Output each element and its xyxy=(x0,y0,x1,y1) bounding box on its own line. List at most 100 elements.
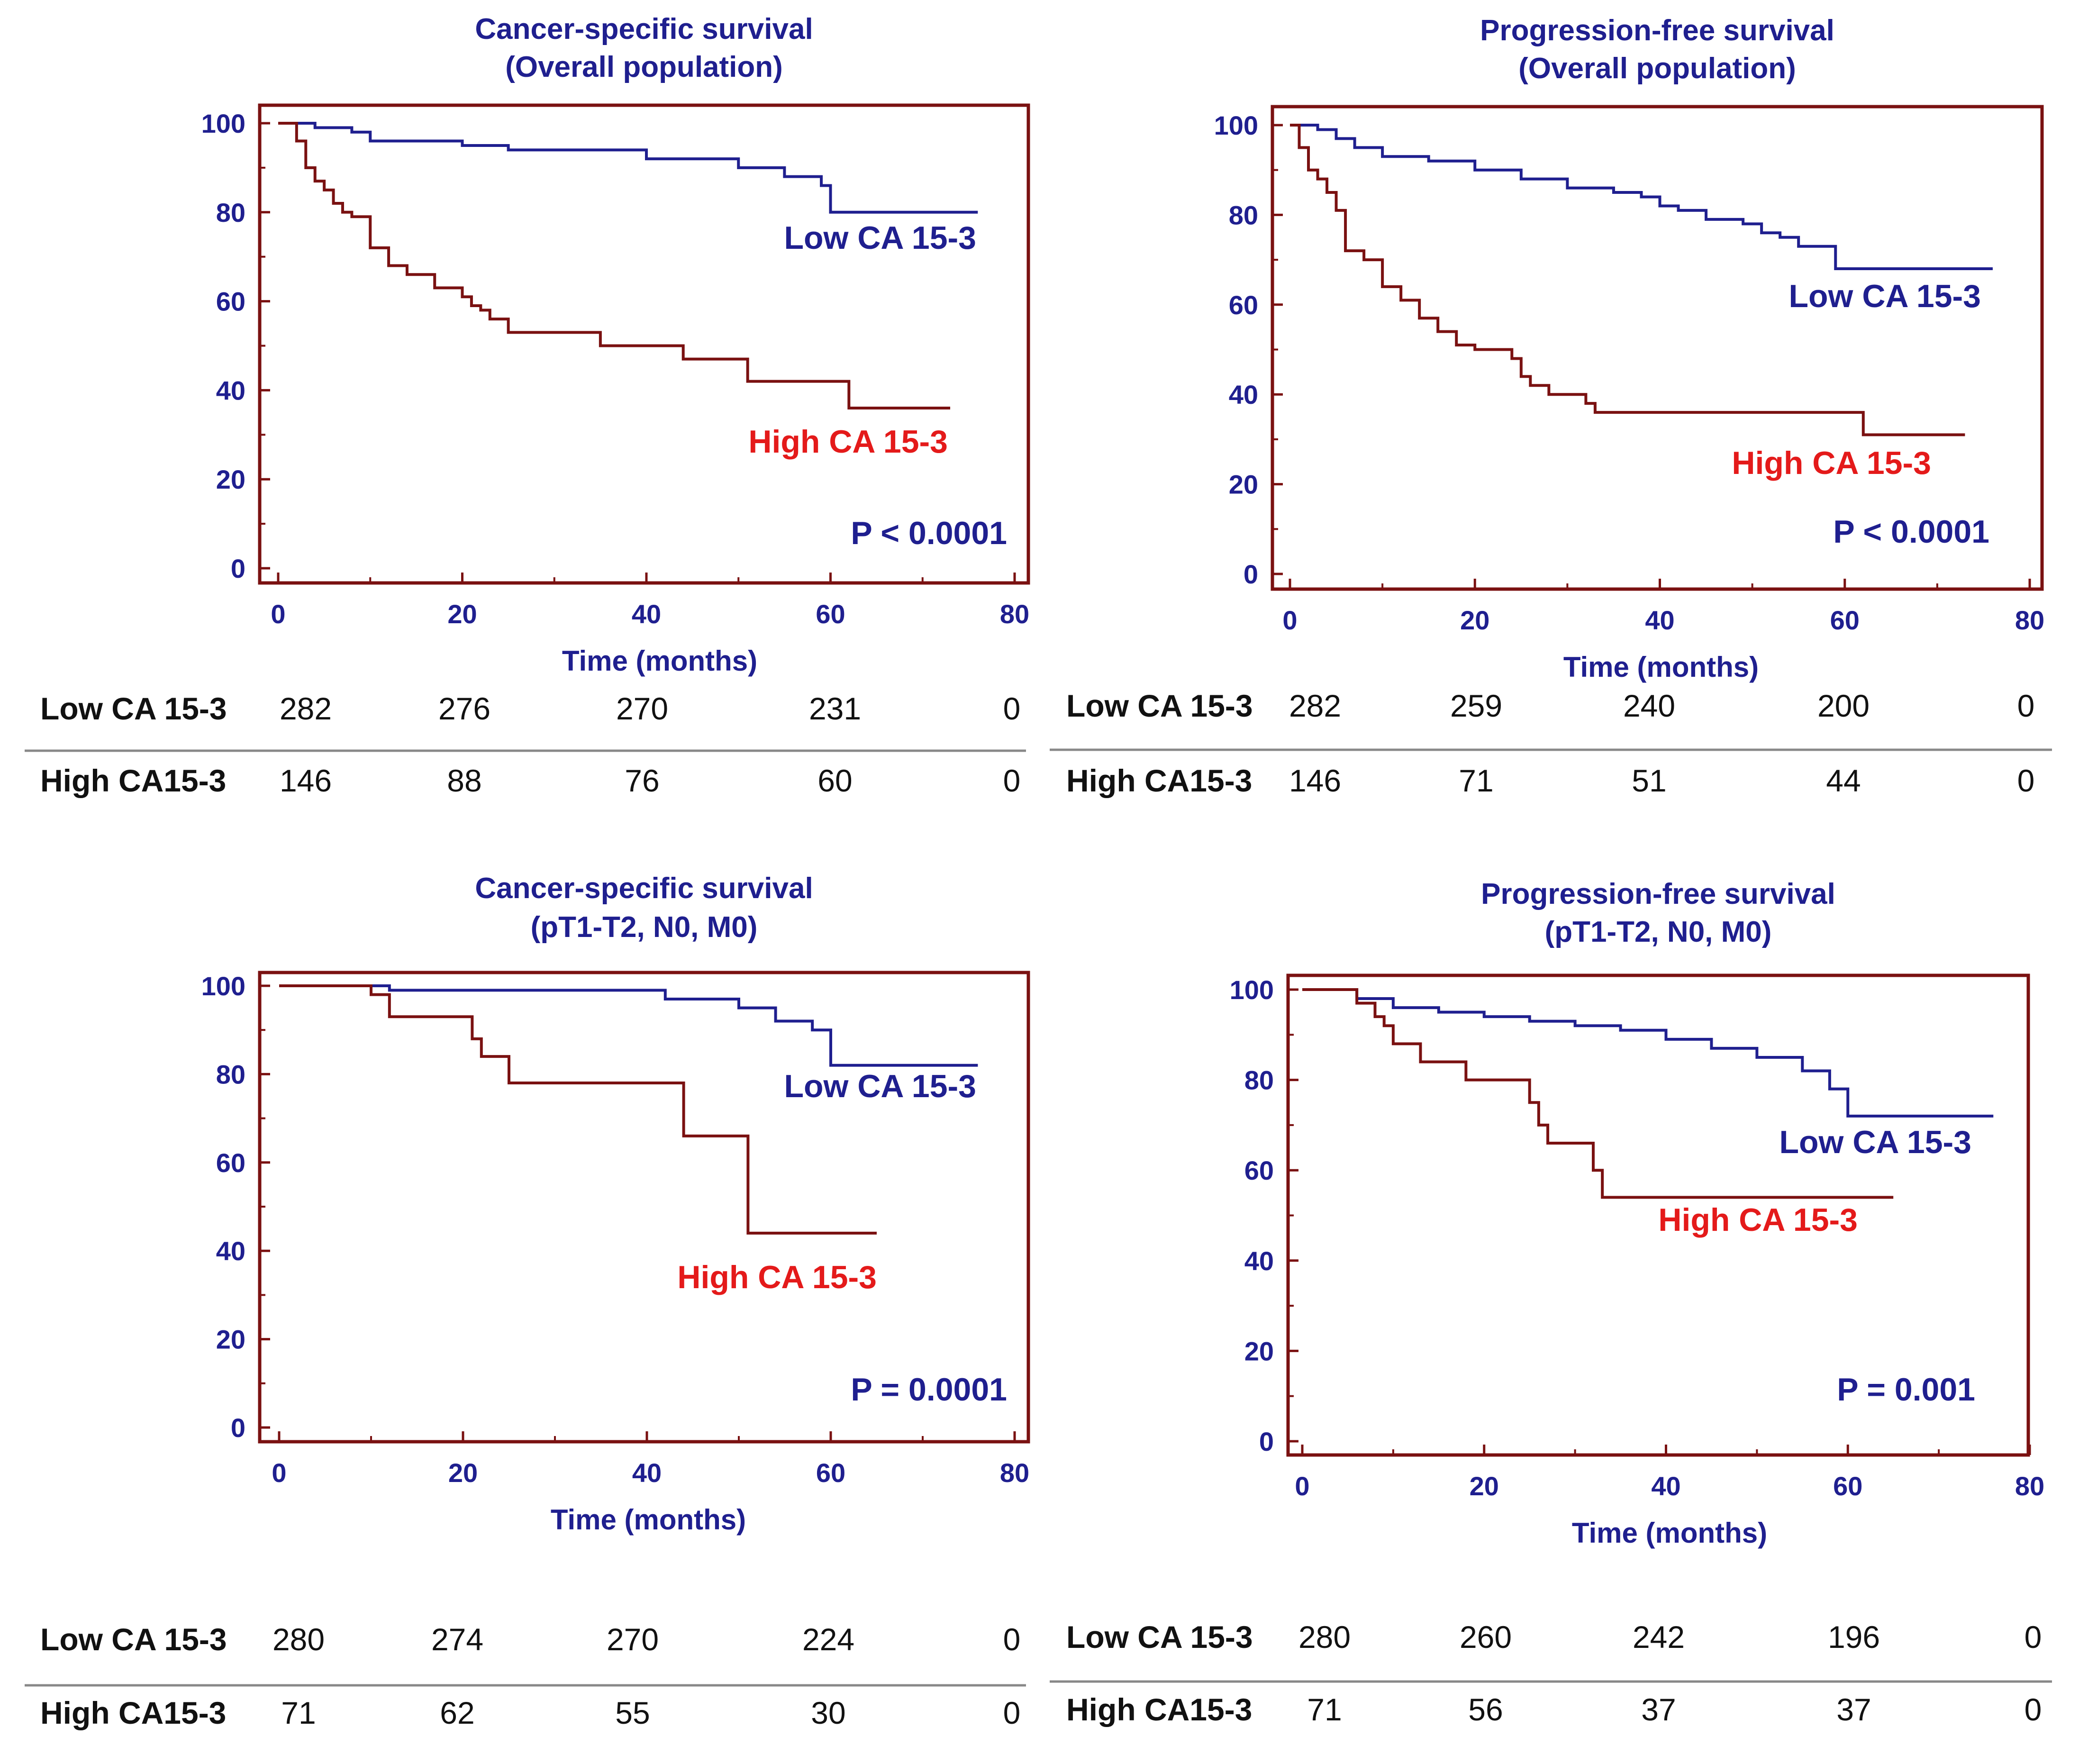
risk-cell: 282 xyxy=(1289,688,1341,723)
x-tick-label: 0 xyxy=(271,599,285,629)
risk-cell: 276 xyxy=(438,691,490,726)
series-high-curve xyxy=(279,984,877,1235)
y-tick-label: 20 xyxy=(216,1325,245,1355)
risk-table: Low CA 15-3 280 274 270 224 0 High CA15-3 71 62 5… xyxy=(25,1622,1026,1730)
series-high-curve xyxy=(1290,124,1965,436)
risk-cell: 146 xyxy=(1289,763,1341,798)
risk-cell: 30 xyxy=(811,1695,845,1730)
y-tick-label: 40 xyxy=(216,375,245,405)
y-tick-label: 80 xyxy=(1244,1065,1274,1095)
risk-cell: 76 xyxy=(625,763,659,798)
x-tick-label: 20 xyxy=(1460,605,1489,635)
y-tick-label: 100 xyxy=(201,971,245,1001)
y-tick-label: 60 xyxy=(1244,1155,1274,1185)
risk-row-label: High CA15-3 xyxy=(40,1695,226,1730)
x-tick-label: 0 xyxy=(272,1458,286,1488)
risk-row-label: High CA15-3 xyxy=(1066,1692,1252,1727)
risk-row-label: Low CA 15-3 xyxy=(40,691,227,726)
x-tick-label: 80 xyxy=(1000,1458,1029,1488)
risk-cell: 274 xyxy=(431,1622,483,1657)
low-series-label: Low CA 15-3 xyxy=(784,220,976,256)
risk-row-label: High CA15-3 xyxy=(1066,763,1252,798)
p-value: P < 0.0001 xyxy=(1833,514,1989,550)
y-tick-label: 0 xyxy=(231,1413,245,1443)
risk-cell: 88 xyxy=(447,763,481,798)
risk-cell: 44 xyxy=(1826,763,1861,798)
risk-cell: 231 xyxy=(809,691,861,726)
low-series-label: Low CA 15-3 xyxy=(1779,1124,1971,1160)
x-tick-label: 20 xyxy=(447,599,477,629)
y-tick-label: 60 xyxy=(216,287,245,317)
risk-row-label: Low CA 15-3 xyxy=(40,1622,227,1657)
risk-cell: 51 xyxy=(1632,763,1666,798)
risk-cell: 0 xyxy=(2017,688,2035,723)
series-low-curve xyxy=(279,984,978,1067)
risk-table: Low CA 15-3 282 259 240 200 0 High CA15-3 146 71… xyxy=(1050,688,2052,798)
y-tick-label: 40 xyxy=(1244,1246,1274,1276)
y-tick-label: 20 xyxy=(1244,1336,1274,1366)
x-axis-label: Time (months) xyxy=(551,1504,746,1536)
risk-cell: 0 xyxy=(1003,691,1021,726)
risk-cell: 0 xyxy=(1003,763,1021,798)
y-tick-label: 80 xyxy=(216,198,245,227)
risk-row-label: Low CA 15-3 xyxy=(1066,688,1253,723)
y-tick-label: 0 xyxy=(231,554,245,583)
y-tick-label: 60 xyxy=(216,1148,245,1178)
x-tick-label: 0 xyxy=(1282,605,1297,635)
km-panel-1: Cancer-specific survival (Overall populat… xyxy=(25,13,1030,798)
y-tick-label: 60 xyxy=(1229,290,1258,320)
x-tick-label: 60 xyxy=(816,599,845,629)
x-tick-label: 60 xyxy=(1833,1471,1862,1501)
risk-cell: 0 xyxy=(1003,1695,1021,1730)
risk-table: Low CA 15-3 282 276 270 231 0 High CA15-3 146 88… xyxy=(25,691,1026,798)
risk-cell: 37 xyxy=(1641,1692,1676,1727)
risk-cell: 270 xyxy=(616,691,668,726)
risk-cell: 71 xyxy=(1307,1692,1342,1727)
y-tick-label: 80 xyxy=(1229,200,1258,230)
high-series-label: High CA 15-3 xyxy=(1658,1202,1858,1238)
risk-cell: 280 xyxy=(272,1622,325,1657)
y-tick-label: 40 xyxy=(1229,380,1258,409)
risk-cell: 200 xyxy=(1817,688,1870,723)
risk-cell: 56 xyxy=(1468,1692,1503,1727)
risk-cell: 37 xyxy=(1836,1692,1871,1727)
risk-cell: 71 xyxy=(281,1695,316,1730)
chart-subtitle: (pT1-T2, N0, M0) xyxy=(1545,916,1772,948)
risk-row-label: High CA15-3 xyxy=(40,763,226,798)
series-high-curve xyxy=(1302,988,1894,1199)
low-series-label: Low CA 15-3 xyxy=(1788,278,1981,314)
x-tick-label: 80 xyxy=(1000,599,1029,629)
chart-title: Cancer-specific survival xyxy=(475,13,813,45)
low-series-label: Low CA 15-3 xyxy=(784,1068,976,1104)
risk-cell: 260 xyxy=(1460,1619,1512,1655)
series-low-curve xyxy=(1290,124,1993,271)
risk-cell: 240 xyxy=(1623,688,1675,723)
high-series-label: High CA 15-3 xyxy=(748,424,948,460)
x-axis-label: Time (months) xyxy=(562,645,757,677)
chart-subtitle: (pT1-T2, N0, M0) xyxy=(531,911,758,944)
y-tick-label: 0 xyxy=(1259,1427,1274,1456)
y-tick-label: 100 xyxy=(1230,975,1274,1005)
x-axis-label: Time (months) xyxy=(1563,651,1759,683)
x-tick-label: 80 xyxy=(2015,1471,2044,1501)
p-value: P < 0.0001 xyxy=(851,515,1007,551)
y-tick-label: 20 xyxy=(216,464,245,494)
risk-table: Low CA 15-3 280 260 242 196 0 High CA15-3 71 56 3… xyxy=(1050,1619,2052,1727)
y-tick-label: 100 xyxy=(1214,110,1258,140)
high-series-label: High CA 15-3 xyxy=(677,1259,877,1295)
chart-title: Progression-free survival xyxy=(1481,878,1835,910)
risk-cell: 0 xyxy=(1003,1622,1021,1657)
x-tick-label: 40 xyxy=(1645,605,1674,635)
risk-cell: 0 xyxy=(2017,763,2035,798)
x-tick-label: 60 xyxy=(1830,605,1860,635)
risk-cell: 242 xyxy=(1633,1619,1685,1655)
km-panel-2: Progression-free survival (Overall popula… xyxy=(1050,14,2052,798)
y-tick-label: 40 xyxy=(216,1236,245,1266)
risk-cell: 259 xyxy=(1450,688,1502,723)
y-tick-label: 20 xyxy=(1229,470,1258,500)
x-tick-label: 20 xyxy=(448,1458,478,1488)
x-tick-label: 40 xyxy=(1651,1471,1680,1501)
y-tick-label: 80 xyxy=(216,1059,245,1089)
x-tick-label: 40 xyxy=(632,1458,662,1488)
chart-subtitle: (Overall population) xyxy=(1518,52,1796,85)
